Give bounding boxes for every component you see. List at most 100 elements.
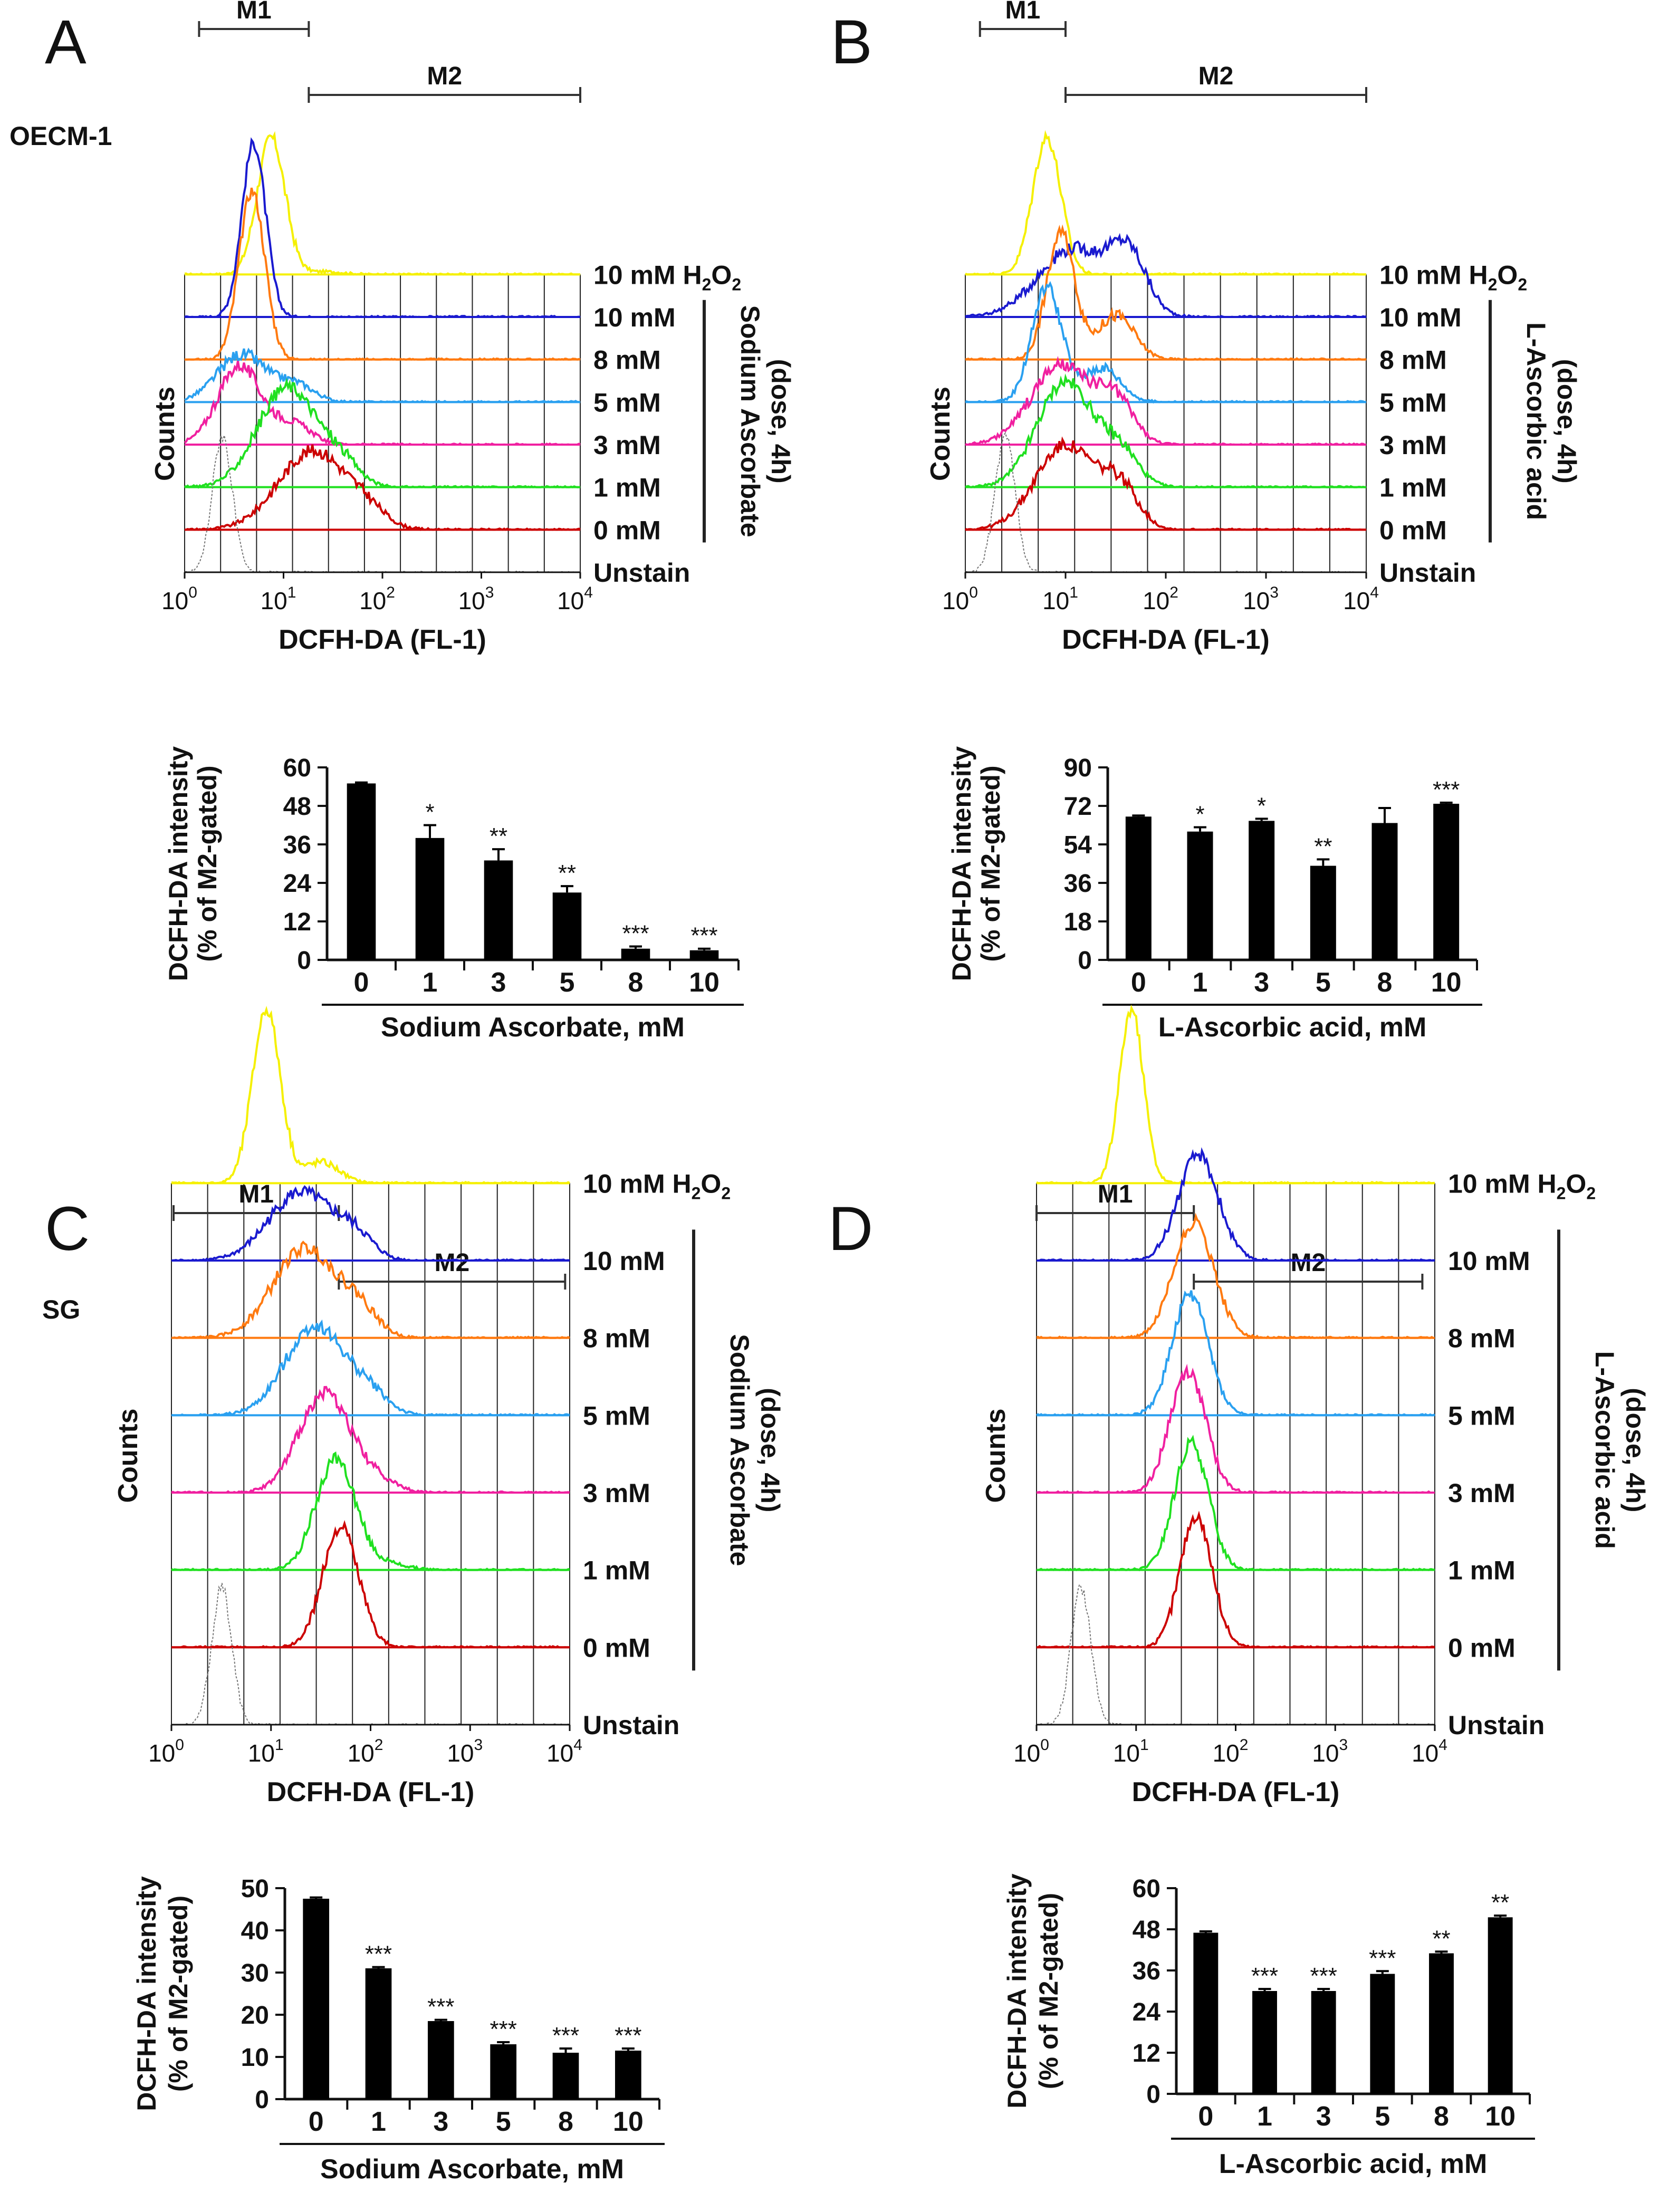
bar-category-label: 0 [354,967,369,998]
bar-y-tick-label: 24 [283,870,312,898]
trace-3 [1035,1290,1436,1417]
bar-category-label: 10 [1485,2101,1515,2132]
bar-category-label: 8 [558,2107,573,2137]
trace-1 [171,1185,570,1262]
group-label: Sodium Ascorbate [725,1334,754,1566]
significance-label: *** [1310,1963,1337,1989]
trace-label: Unstain [583,1710,679,1740]
trace-label: 3 mM [1448,1478,1515,1508]
bar-y-tick-label: 54 [1064,831,1092,859]
bar-category-label: 8 [628,967,644,998]
gate-markers: M1 M2 [1035,1180,1424,1290]
x-tick-label: 100 [1013,1736,1049,1767]
trace-6 [185,444,581,531]
bar [1488,1917,1513,2094]
trace-label: Unstain [1448,1710,1545,1740]
trace-label: 3 mM [1379,430,1447,460]
bar-category-label: 10 [613,2107,644,2137]
gate-markers: M1 M2 [172,1180,567,1290]
bar-y-tick-label: 0 [1146,2081,1160,2109]
bar-y-tick-label: 50 [241,1875,269,1903]
bar-y-tick-label: 60 [1133,1875,1160,1903]
significance-label: ** [1432,1926,1450,1951]
histogram-traces: 10 mM H2O2 10 mM 8 mM 5 mM 3 mM 1 mM 0 mM Unsta… [170,1006,731,1740]
significance-label: *** [615,2023,641,2048]
histogram-traces: 10 mM H2O2 10 mM 8 mM 5 mM 3 mM 1 mM 0 mM Unsta… [1035,1004,1596,1740]
bar [1125,816,1152,960]
trace-label: 5 mM [593,388,661,417]
trace-label: 0 mM [583,1633,650,1662]
trace-3 [171,1319,570,1417]
bar-x-label: L-Ascorbic acid, mM [1158,1012,1427,1043]
bar-chart: 0 10 20 30 40 50 0 *** 1 *** 3 *** 5 *** 8 *** 10 Sodium … [132,1875,665,2185]
histogram-grid [184,274,581,572]
x-tick-label: 101 [261,584,296,614]
bar-y-tick-label: 36 [1064,870,1092,898]
bar-chart: 0 12 24 36 48 60 0 *** 1 *** 3 *** 5 ** 8 ** 10 L-Ascorbi… [1002,1873,1535,2179]
bar [1371,823,1398,960]
panel-d: D M1 M2 10 mM H2O2 10 mM 8 mM 5 mM 3 mM 1 mM 0 mM… [828,1004,1650,2179]
trace-label: 3 mM [583,1478,650,1508]
significance-label: ** [1491,1890,1509,1916]
trace-5 [184,378,580,489]
bar [1429,1953,1454,2094]
bar-y-label: DCFH-DA intensity [1002,1873,1032,2109]
trace-label: 10 mM [593,303,676,332]
bar-y-tick-label: 30 [241,1959,269,1987]
group-sublabel: (dose, 4h) [1620,1388,1650,1512]
bar [1370,1974,1395,2094]
trace-3 [965,281,1366,404]
trace-label: 1 mM [593,473,661,503]
bar-y-tick-label: 60 [283,754,311,782]
bar-y-label: DCFH-DA intensity [164,746,193,982]
trace-label: 1 mM [1448,1556,1515,1585]
x-tick-label: 102 [1213,1736,1249,1767]
bar-category-label: 1 [371,2107,386,2137]
group-sublabel: (dose, 4h) [766,359,795,484]
trace-0 [965,130,1366,276]
histogram-x-label: DCFH-DA (FL-1) [279,624,486,655]
bar-category-label: 10 [1431,967,1462,998]
trace-label: 10 mM H2O2 [583,1169,731,1203]
trace-3 [184,347,580,403]
trace-6 [1037,1511,1435,1649]
gate-markers: M1 M2 [198,0,581,103]
bar-category-label: 1 [423,967,438,998]
bar-x-label: Sodium Ascorbate, mM [320,2154,624,2185]
trace-label: 10 mM [583,1246,665,1276]
gate-markers: M1 M2 [979,0,1367,103]
x-tick-label: 101 [1042,584,1078,614]
trace-label: 1 mM [1379,473,1447,503]
trace-label: 1 mM [583,1556,650,1585]
x-tick-label: 100 [148,1736,184,1767]
bar-x-label: L-Ascorbic acid, mM [1219,2149,1488,2179]
significance-label: *** [427,1994,454,2020]
significance-label: *** [622,920,649,946]
trace-5 [170,1451,570,1572]
bar-y-label: DCFH-DA intensity [132,1876,161,2111]
trace-0 [171,1006,570,1185]
significance-label: *** [365,1941,392,1967]
bar-category-label: 5 [496,2107,511,2137]
x-tick-label: 103 [1243,584,1279,614]
bar-y-label-sub: (% of M2-gated) [193,765,222,961]
cell-line-label: SG [42,1295,80,1324]
bar-y-tick-label: 72 [1064,793,1092,821]
bar-category-label: 5 [1375,2101,1390,2132]
trace-unstain [1036,1583,1435,1726]
trace-4 [965,355,1366,446]
x-tick-label: 104 [546,1736,582,1767]
panel-b: B M1 M2 10 mM H2O2 10 mM 8 mM 5 mM 3 mM 1 mM 0 mM… [831,0,1581,1043]
bar [365,1968,392,2099]
x-tick-label: 101 [1113,1736,1149,1767]
bar [1187,831,1213,960]
trace-0 [1035,1004,1435,1185]
significance-label: * [425,800,434,825]
x-tick-label: 100 [942,584,978,614]
trace-5 [965,373,1366,488]
trace-2 [965,224,1367,361]
trace-label: 8 mM [1379,345,1447,375]
trace-label: 5 mM [1379,388,1447,417]
